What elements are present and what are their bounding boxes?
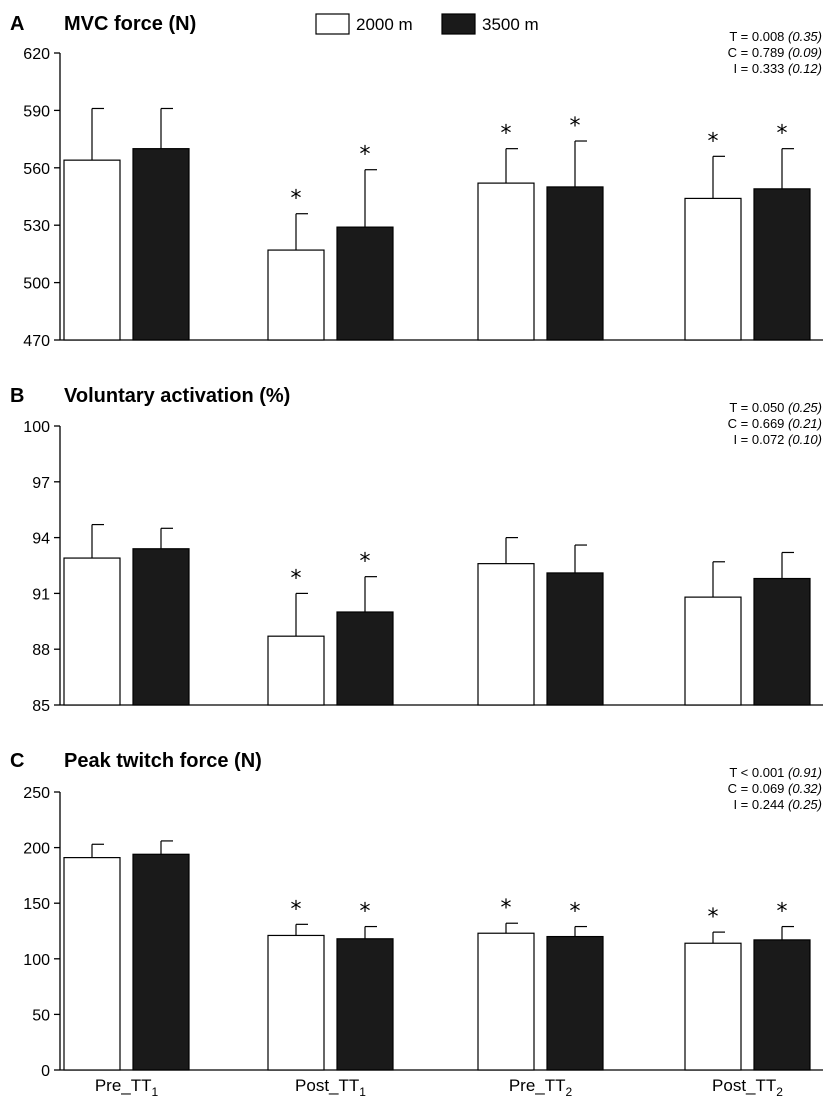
y-tick-label: 250	[23, 785, 50, 802]
bar	[63, 159, 121, 341]
bar	[63, 857, 121, 1071]
panel-letter: C	[10, 750, 24, 772]
x-category-label: Pre_TT1	[95, 1076, 159, 1099]
stat-line: I = 0.333 (0.12)	[733, 61, 822, 76]
significance-marker: *	[291, 187, 302, 212]
y-tick-label: 560	[23, 161, 50, 178]
panel-letter: B	[10, 385, 24, 407]
panel-a: A MVC force (N) 470 500 530 560 590 620 * * * * * * T …	[10, 13, 823, 350]
significance-marker: *	[501, 122, 512, 147]
y-tick-label: 100	[23, 419, 50, 436]
legend-label-2000m: 2000 m	[356, 15, 413, 34]
y-tick-label: 100	[23, 952, 50, 969]
bar	[477, 563, 535, 706]
legend: 2000 m 3500 m	[315, 13, 539, 35]
bar	[63, 557, 121, 706]
legend-swatch-2000m	[315, 13, 350, 35]
panel-title: Voluntary activation (%)	[64, 385, 290, 407]
significance-marker: *	[777, 122, 788, 147]
stat-line: T = 0.050 (0.25)	[729, 400, 822, 415]
x-category-label: Post_TT1	[295, 1076, 366, 1099]
y-tick-label: 200	[23, 841, 50, 858]
x-category-label: Post_TT2	[712, 1076, 783, 1099]
panel-b: B Voluntary activation (%) 85 88 91 94 97 100 * *…	[10, 385, 823, 715]
y-tick-label: 530	[23, 218, 50, 235]
panel-c: C Peak twitch force (N) 0 50 100 150 200 250 * * *…	[10, 750, 823, 1080]
significance-marker: *	[501, 896, 512, 921]
bar	[267, 249, 325, 341]
bar	[132, 548, 190, 706]
bar	[336, 611, 394, 706]
panel-title: MVC force (N)	[64, 13, 196, 35]
legend-label-3500m: 3500 m	[482, 15, 539, 34]
significance-marker: *	[360, 900, 371, 925]
panel-title: Peak twitch force (N)	[64, 750, 262, 772]
y-tick-label: 150	[23, 896, 50, 913]
significance-marker: *	[291, 566, 302, 591]
stat-line: T < 0.001 (0.91)	[729, 765, 822, 780]
y-tick-label: 0	[41, 1063, 50, 1080]
y-tick-label: 94	[32, 531, 50, 548]
stat-line: C = 0.789 (0.09)	[728, 45, 822, 60]
bar	[753, 188, 811, 341]
bar	[684, 942, 742, 1071]
significance-marker: *	[777, 900, 788, 925]
y-tick-label: 85	[32, 698, 50, 715]
bar	[753, 577, 811, 706]
y-tick-label: 50	[32, 1007, 50, 1024]
significance-marker: *	[570, 900, 581, 925]
significance-marker: *	[360, 550, 371, 575]
stat-line: C = 0.069 (0.32)	[728, 781, 822, 796]
bar	[267, 635, 325, 706]
y-tick-label: 470	[23, 333, 50, 350]
y-tick-label: 620	[23, 46, 50, 63]
y-tick-label: 500	[23, 276, 50, 293]
legend-swatch-3500m	[441, 13, 476, 35]
significance-marker: *	[360, 143, 371, 168]
bar	[546, 186, 604, 341]
bar	[546, 572, 604, 706]
bar	[477, 182, 535, 341]
stat-line: I = 0.072 (0.10)	[733, 432, 822, 447]
y-tick-label: 97	[32, 475, 50, 492]
stat-line: C = 0.669 (0.21)	[728, 416, 822, 431]
bar	[132, 148, 190, 341]
bar	[546, 935, 604, 1071]
significance-marker: *	[708, 129, 719, 154]
significance-marker: *	[570, 114, 581, 139]
bar	[132, 853, 190, 1071]
bar	[336, 938, 394, 1071]
y-tick-label: 91	[32, 586, 50, 603]
significance-marker: *	[708, 905, 719, 930]
y-tick-label: 590	[23, 103, 50, 120]
bar	[753, 939, 811, 1071]
x-axis-labels: Pre_TT1 Post_TT1 Pre_TT2 Post_TT2	[95, 1076, 783, 1099]
panel-letter: A	[10, 13, 24, 35]
stat-line: T = 0.008 (0.35)	[729, 29, 822, 44]
bar	[267, 934, 325, 1071]
y-tick-label: 88	[32, 642, 50, 659]
significance-marker: *	[291, 897, 302, 922]
bar	[684, 596, 742, 706]
stat-line: I = 0.244 (0.25)	[733, 797, 822, 812]
bar	[336, 226, 394, 341]
x-category-label: Pre_TT2	[509, 1076, 573, 1099]
bar	[477, 932, 535, 1071]
bar	[684, 197, 742, 341]
